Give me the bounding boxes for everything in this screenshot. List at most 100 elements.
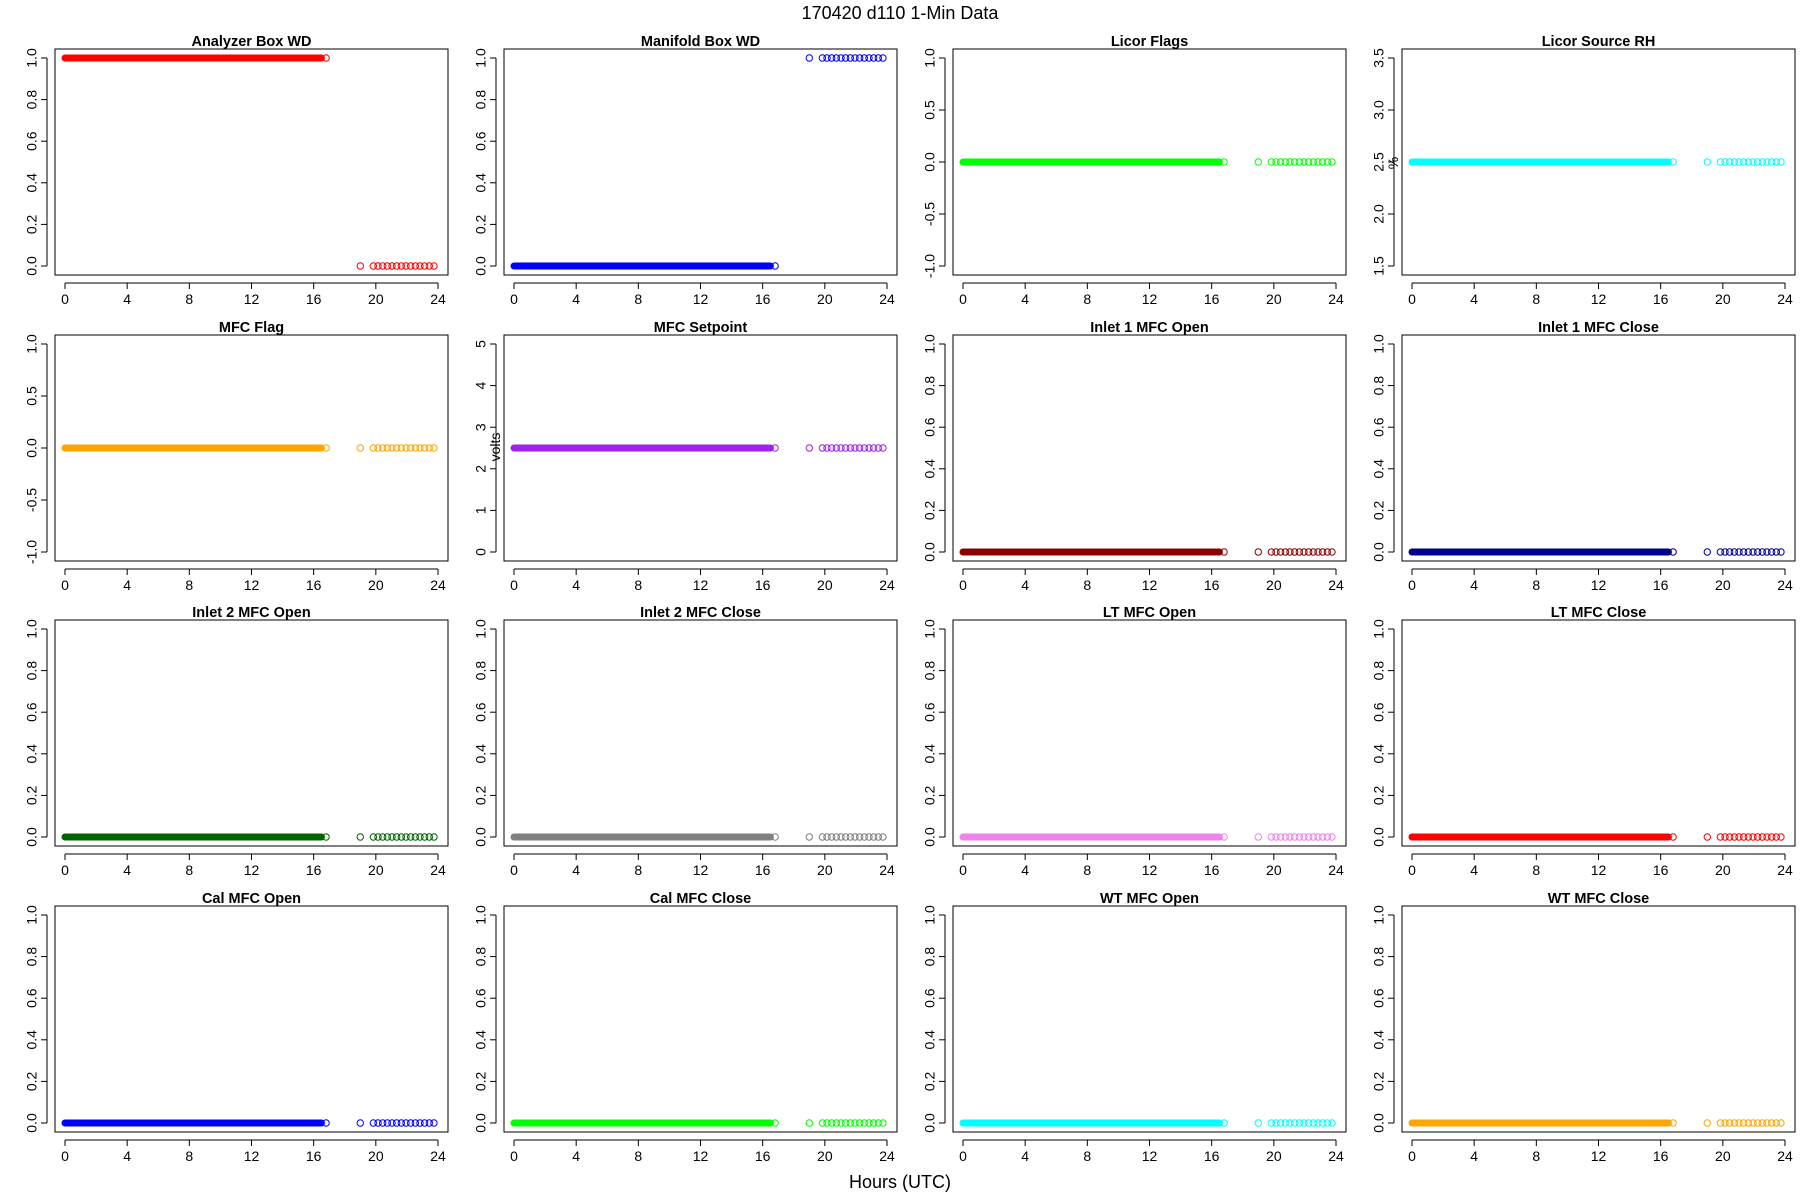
x-tick-label: 12 (1591, 1148, 1607, 1164)
data-point (1220, 833, 1228, 841)
data-point (1286, 548, 1294, 556)
data-point (411, 1119, 420, 1127)
x-tick-label: 12 (1142, 862, 1158, 878)
data-point (1328, 158, 1336, 166)
panel-title: Cal MFC Close (650, 891, 752, 907)
x-tick-label: 4 (1470, 291, 1478, 307)
x-tick-label: 20 (1715, 291, 1731, 307)
data-point (1767, 1119, 1776, 1127)
data-point (879, 833, 887, 841)
y-tick-label: 1.0 (922, 48, 938, 68)
data-point (1323, 833, 1331, 841)
x-tick-label: 24 (1328, 577, 1344, 593)
y-tick-label: 3.5 (1371, 48, 1387, 68)
y-tick-label: 0.6 (24, 988, 40, 1008)
y-tick-label: 2 (473, 465, 489, 473)
x-tick-label: 12 (693, 291, 709, 307)
y-tick-label: 0.4 (473, 173, 489, 193)
data-point (425, 833, 433, 841)
y-tick-label: 0.0 (922, 542, 938, 562)
x-tick-label: 0 (510, 291, 518, 307)
y-tick-label: 1.0 (922, 334, 938, 354)
x-tick-label: 4 (1021, 577, 1029, 593)
x-tick-label: 20 (1715, 1148, 1731, 1164)
x-tick-label: 0 (1408, 291, 1416, 307)
x-tick-label: 16 (755, 862, 771, 878)
data-point (827, 1119, 836, 1127)
y-tick-label: 0.8 (473, 947, 489, 967)
y-tick-label: 0.5 (922, 100, 938, 120)
data-point (1309, 833, 1318, 841)
data-point (322, 54, 330, 62)
data-point (1669, 1119, 1677, 1127)
data-point (846, 54, 855, 62)
data-point (1721, 158, 1729, 166)
data-point (356, 1119, 364, 1127)
y-tick-label: 0.2 (473, 214, 489, 234)
data-point (1749, 548, 1757, 556)
data-point (1716, 548, 1725, 556)
y-tick-label: 0.6 (1371, 417, 1387, 437)
x-tick-label: 8 (634, 291, 642, 307)
data-point (860, 1119, 869, 1127)
data-point (1758, 1119, 1767, 1127)
panel-title: LT MFC Close (1551, 605, 1647, 621)
x-tick-label: 20 (1266, 1148, 1282, 1164)
data-point (1276, 548, 1285, 556)
x-tick-label: 0 (510, 862, 518, 878)
panel-8: Inlet 2 MFC Open 0 4 8 12 16 20 24 0.0 0.2 0.4 0.6 0… (24, 605, 449, 878)
x-tick-label: 24 (1328, 1148, 1344, 1164)
data-point (1703, 833, 1711, 841)
data-point (374, 1119, 382, 1127)
data-point (383, 833, 392, 841)
panel-2: Licor Flags 0 4 8 12 16 20 24 -1.0 -0.5 0.0 0.5 1.0 (922, 34, 1347, 307)
x-tick-label: 24 (1777, 1148, 1793, 1164)
panel-9: Inlet 2 MFC Close 0 4 8 12 16 20 24 0.0 0.2 0.4 0.6… (473, 605, 898, 878)
data-point (869, 444, 878, 452)
data-point (1295, 1119, 1304, 1127)
y-tick-label: 0.0 (24, 256, 40, 276)
data-point (378, 444, 387, 452)
x-tick-label: 24 (879, 862, 895, 878)
x-tick-label: 24 (430, 1148, 446, 1164)
x-tick-label: 12 (244, 291, 260, 307)
data-point (1777, 158, 1785, 166)
x-tick-label: 24 (430, 577, 446, 593)
y-tick-label: 1 (473, 506, 489, 514)
data-point (1328, 1119, 1336, 1127)
data-point (1703, 548, 1711, 556)
y-tick-label: 0.6 (922, 417, 938, 437)
data-point (1772, 548, 1780, 556)
x-tick-label: 4 (572, 862, 580, 878)
data-point (837, 1119, 845, 1127)
data-point (1323, 1119, 1331, 1127)
data-point (1314, 548, 1322, 556)
data-point (846, 833, 855, 841)
x-tick-label: 4 (123, 1148, 131, 1164)
x-tick-label: 16 (755, 291, 771, 307)
data-point (771, 833, 779, 841)
data-point (874, 54, 882, 62)
y-tick-label: -1.0 (24, 540, 40, 564)
y-tick-label: 0.0 (922, 827, 938, 847)
panel-4: MFC Flag 0 4 8 12 16 20 24 -1.0 -0.5 0.0 0.5 1.0 (24, 320, 449, 593)
y-tick-label: 0.4 (922, 459, 938, 479)
y-tick-label: 2.5 (1371, 152, 1387, 172)
y-tick-label: 0.4 (922, 1030, 938, 1050)
data-point (1281, 548, 1290, 556)
data-point (1267, 548, 1276, 556)
data-point (392, 833, 401, 841)
y-tick-label: 0.0 (24, 827, 40, 847)
data-point (1725, 158, 1734, 166)
data-point (818, 444, 827, 452)
x-tick-label: 4 (572, 291, 580, 307)
y-tick-label: 0.4 (1371, 459, 1387, 479)
data-point (383, 1119, 392, 1127)
data-point (1309, 548, 1318, 556)
data-point (356, 444, 364, 452)
data-point (1290, 833, 1299, 841)
x-tick-label: 4 (572, 577, 580, 593)
data-point (1300, 158, 1308, 166)
data-point (402, 262, 410, 270)
data-point (402, 444, 410, 452)
